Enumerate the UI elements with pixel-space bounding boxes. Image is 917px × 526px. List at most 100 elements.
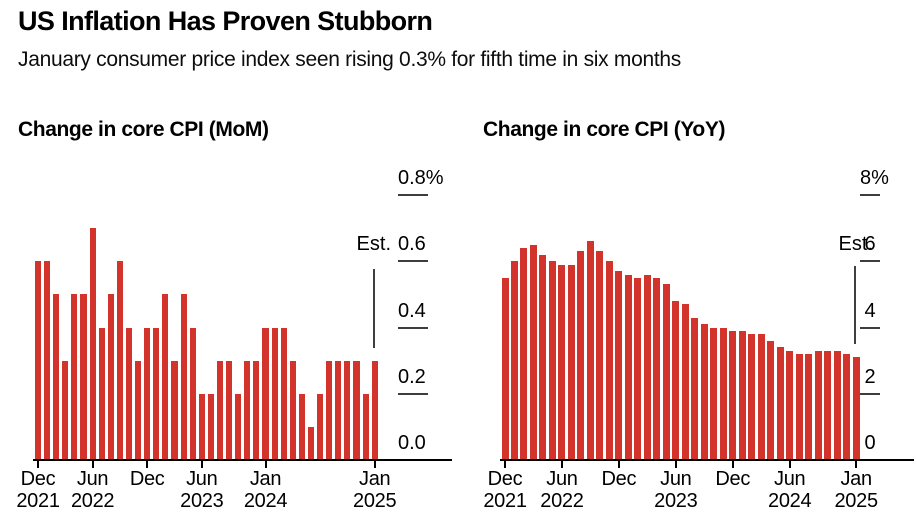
y-tick-label: 8% [860,167,889,189]
y-gridline-dash [398,326,428,329]
bar [353,360,360,460]
bar [567,264,575,460]
bar [326,360,333,460]
bar [226,360,233,460]
bar [198,393,205,460]
x-tick-label: Jun 2023 [180,468,224,512]
bar [662,284,670,460]
x-tick-mark [855,461,858,468]
bar [795,354,803,460]
bar [748,334,756,460]
bar [672,301,680,460]
bar [335,360,342,460]
x-tick-mark [560,461,563,468]
bar [135,360,142,460]
x-tick-mark [617,461,620,468]
bar [539,254,547,460]
bar [757,334,765,460]
bar [605,261,613,460]
bar [244,360,251,460]
y-tick-label: 0.8% [398,167,444,189]
x-tick-mark [264,461,267,468]
bar [729,330,737,460]
bar [700,324,708,460]
x-tick-label: Dec 2021 [16,468,60,512]
page-title: US Inflation Has Proven Stubborn [18,6,433,36]
bar [216,360,224,460]
x-axis-baseline [33,459,452,461]
x-tick-label: Jun 2022 [540,468,584,512]
estimate-label: Est. [838,233,873,255]
x-tick-mark [91,461,94,468]
bar [207,393,214,460]
bar [719,327,727,460]
bar [271,327,278,460]
y-gridline-dash [860,326,880,329]
bar [317,393,324,460]
bar [262,327,269,460]
bar [125,327,133,460]
y-tick-label: 0.2 [398,365,426,388]
bar [529,244,537,460]
x-tick-label: Jan 2024 [243,468,288,512]
bar [34,261,42,460]
bar [805,354,813,460]
page-subtitle: January consumer price index seen rising… [18,48,681,71]
x-tick-label: Dec [601,468,637,490]
bar [371,360,378,460]
y-tick-label: 4 [864,299,876,322]
x-tick-label: Jun 2022 [70,468,115,512]
y-tick-label: 2 [864,365,876,388]
y-gridline-dash [398,194,428,196]
bar [833,350,841,460]
bar [824,350,832,460]
bar [362,393,369,460]
estimate-line [854,266,857,345]
bar [615,271,623,460]
bar [171,360,178,460]
bar [520,248,528,460]
bar [776,347,784,460]
bar [71,294,78,460]
bar [501,277,509,460]
bar [307,426,315,460]
y-gridline-dash [860,194,880,196]
x-tick-label: Jan 2025 [834,468,878,512]
x-tick-label: Jun 2023 [654,468,698,512]
x-tick-label: Dec [129,468,165,490]
bar [577,251,585,460]
estimate-line [372,268,375,348]
bar [80,294,87,460]
x-tick-label: Dec [715,468,751,490]
bar [235,393,242,460]
x-tick-label: Jun 2024 [768,468,812,512]
y-tick-label: 0.0 [398,432,426,454]
bar [852,357,860,460]
bar [44,261,51,460]
y-gridline-dash [860,260,880,263]
x-tick-mark [37,461,39,468]
bar [162,294,169,460]
chart-title-yoy: Change in core CPI (YoY) [483,118,726,141]
bar [786,350,794,460]
x-tick-label: Jan 2025 [353,468,397,512]
y-tick-label: 0.6 [398,233,426,256]
bar [710,327,718,460]
bar [767,340,775,460]
bar [280,327,287,460]
bar [98,327,105,460]
y-gridline-dash [860,392,880,395]
x-tick-mark [200,461,203,468]
y-tick-label: 6 [864,233,876,256]
bar [89,228,96,460]
bar [558,264,566,460]
bar [107,294,114,460]
x-tick-mark [731,461,734,468]
bar [653,277,661,460]
estimate-label: Est. [356,233,391,255]
bar [643,274,651,460]
bar [624,274,632,460]
bar [634,277,642,460]
y-tick-label: 0.4 [398,299,426,322]
